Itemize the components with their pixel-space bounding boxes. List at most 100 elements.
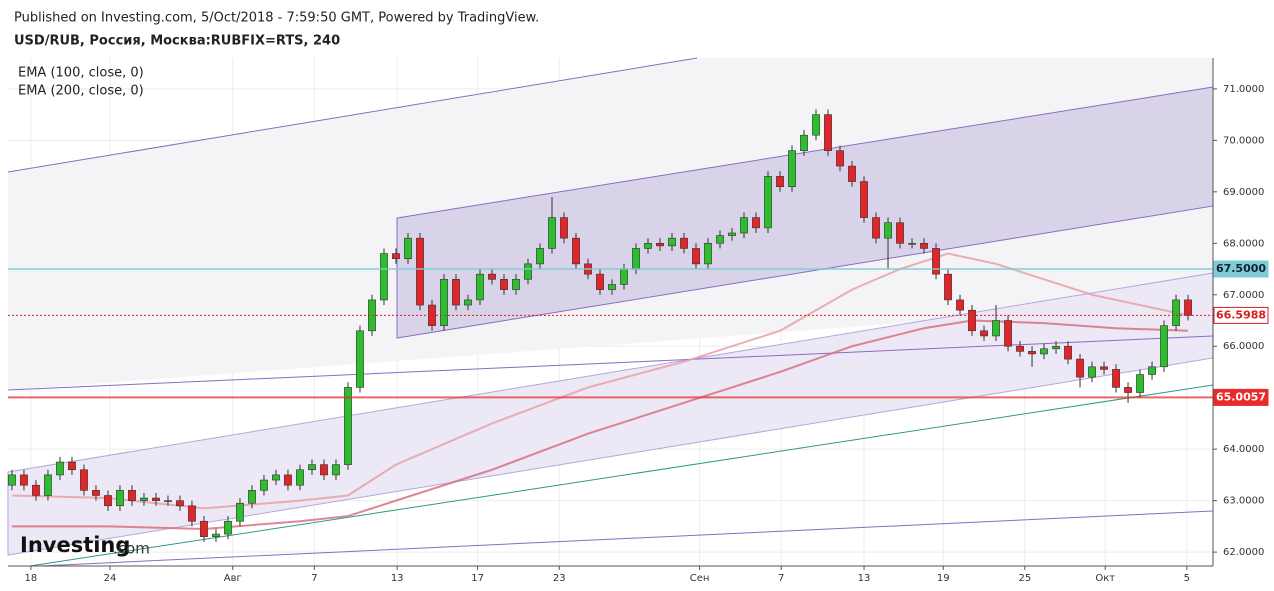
candle-body (212, 533, 220, 537)
published-note: Published on Investing.com, 5/Oct/2018 -… (14, 11, 539, 26)
candle-body (752, 217, 760, 229)
y-tick-label: 62.0000 (1223, 547, 1264, 558)
candle-body (128, 490, 136, 501)
x-tick-label: 18 (25, 573, 38, 584)
price-level-box (1213, 260, 1269, 278)
candle-body (1052, 345, 1060, 350)
candle-body (644, 242, 652, 249)
candle-body (608, 284, 616, 290)
candle-body (1160, 325, 1168, 368)
price-level-label: 65.0057 (1216, 390, 1266, 403)
trend-line (39, 510, 1214, 567)
y-tick-label: 63.0000 (1223, 496, 1264, 507)
logo-brand: Investing (20, 533, 130, 557)
candle-body (1172, 299, 1180, 326)
candle-body (404, 237, 412, 260)
candle-body (512, 279, 520, 290)
candle-body (692, 248, 700, 265)
candle-body (308, 464, 316, 471)
candle-body (824, 114, 832, 151)
candle-body (848, 165, 856, 182)
candle-body (836, 150, 844, 167)
candle-body (188, 505, 196, 522)
trend-line (7, 57, 698, 173)
candle-body (1088, 366, 1096, 378)
candle-body (236, 502, 244, 522)
y-tick-label: 70.0000 (1223, 135, 1264, 146)
candle-body (1076, 358, 1084, 378)
x-tick-label: 24 (104, 573, 117, 584)
candle-body (416, 237, 424, 306)
candle-body (800, 134, 808, 151)
x-tick-label: 13 (858, 573, 871, 584)
candle-body (860, 181, 868, 218)
candle-body (176, 500, 184, 507)
x-tick-label: 13 (391, 573, 404, 584)
candle-body (728, 232, 736, 236)
x-tick-label: 7 (778, 573, 784, 584)
y-tick-label: 71.0000 (1223, 84, 1264, 95)
candle-body (596, 273, 604, 290)
candle-body (500, 279, 508, 290)
price-level-box (1213, 388, 1269, 406)
candle-body (440, 279, 448, 326)
price-level-label: 66.5988 (1216, 308, 1266, 321)
candle-body (704, 242, 712, 265)
price-level-label: 67.5000 (1216, 262, 1266, 275)
x-tick-label: 19 (937, 573, 950, 584)
candle-body (464, 299, 472, 306)
candle-body (536, 248, 544, 265)
candle-body (1028, 351, 1036, 355)
candle-body (392, 253, 400, 260)
candle-body (200, 520, 208, 537)
candle-body (92, 490, 100, 496)
candle-body (776, 176, 784, 187)
candle-body (1124, 387, 1132, 393)
candle-body (812, 114, 820, 136)
candle-body (68, 461, 76, 471)
y-tick-label: 64.0000 (1223, 444, 1264, 455)
candle-body (740, 217, 748, 234)
x-tick-label: 7 (311, 573, 317, 584)
candle-body (284, 474, 292, 486)
candle-body (668, 237, 676, 247)
candle-body (8, 474, 16, 486)
candle-body (872, 217, 880, 239)
candle-body (1016, 345, 1024, 352)
candle-body (332, 464, 340, 476)
candle-body (164, 500, 172, 502)
candle-body (1040, 348, 1048, 355)
candle-body (152, 497, 160, 501)
candle-body (20, 474, 28, 486)
y-tick-label: 66.0000 (1223, 341, 1264, 352)
candle-body (44, 474, 52, 496)
candle-body (320, 464, 328, 476)
trend-line (29, 384, 1214, 567)
candle-body (1004, 320, 1012, 347)
candle-body (632, 248, 640, 270)
candle-body (788, 150, 796, 187)
candle-body (1184, 299, 1192, 316)
candle-body (968, 309, 976, 332)
x-tick-label: Сен (690, 573, 710, 584)
candle-body (920, 242, 928, 249)
x-tick-label: Окт (1095, 573, 1115, 584)
logo-suffix: .com (113, 540, 150, 558)
y-tick-label: 67.0000 (1223, 290, 1264, 301)
candle-body (356, 330, 364, 388)
candle-body (716, 235, 724, 244)
legend-entry: EMA (200, close, 0) (18, 84, 144, 99)
x-tick-label: Авг (224, 573, 242, 584)
candle-body (296, 469, 304, 486)
candle-body (140, 497, 148, 501)
candle-body (956, 299, 964, 311)
candle-body (548, 217, 556, 249)
candle-body (116, 490, 124, 507)
candle-body (572, 237, 580, 265)
plot-area (8, 109, 1213, 542)
candle-body (488, 273, 496, 280)
candle-body (272, 474, 280, 481)
ema-line (11, 252, 1189, 510)
symbol-title: USD/RUB, Россия, Москва:RUBFIX=RTS, 240 (14, 34, 340, 49)
